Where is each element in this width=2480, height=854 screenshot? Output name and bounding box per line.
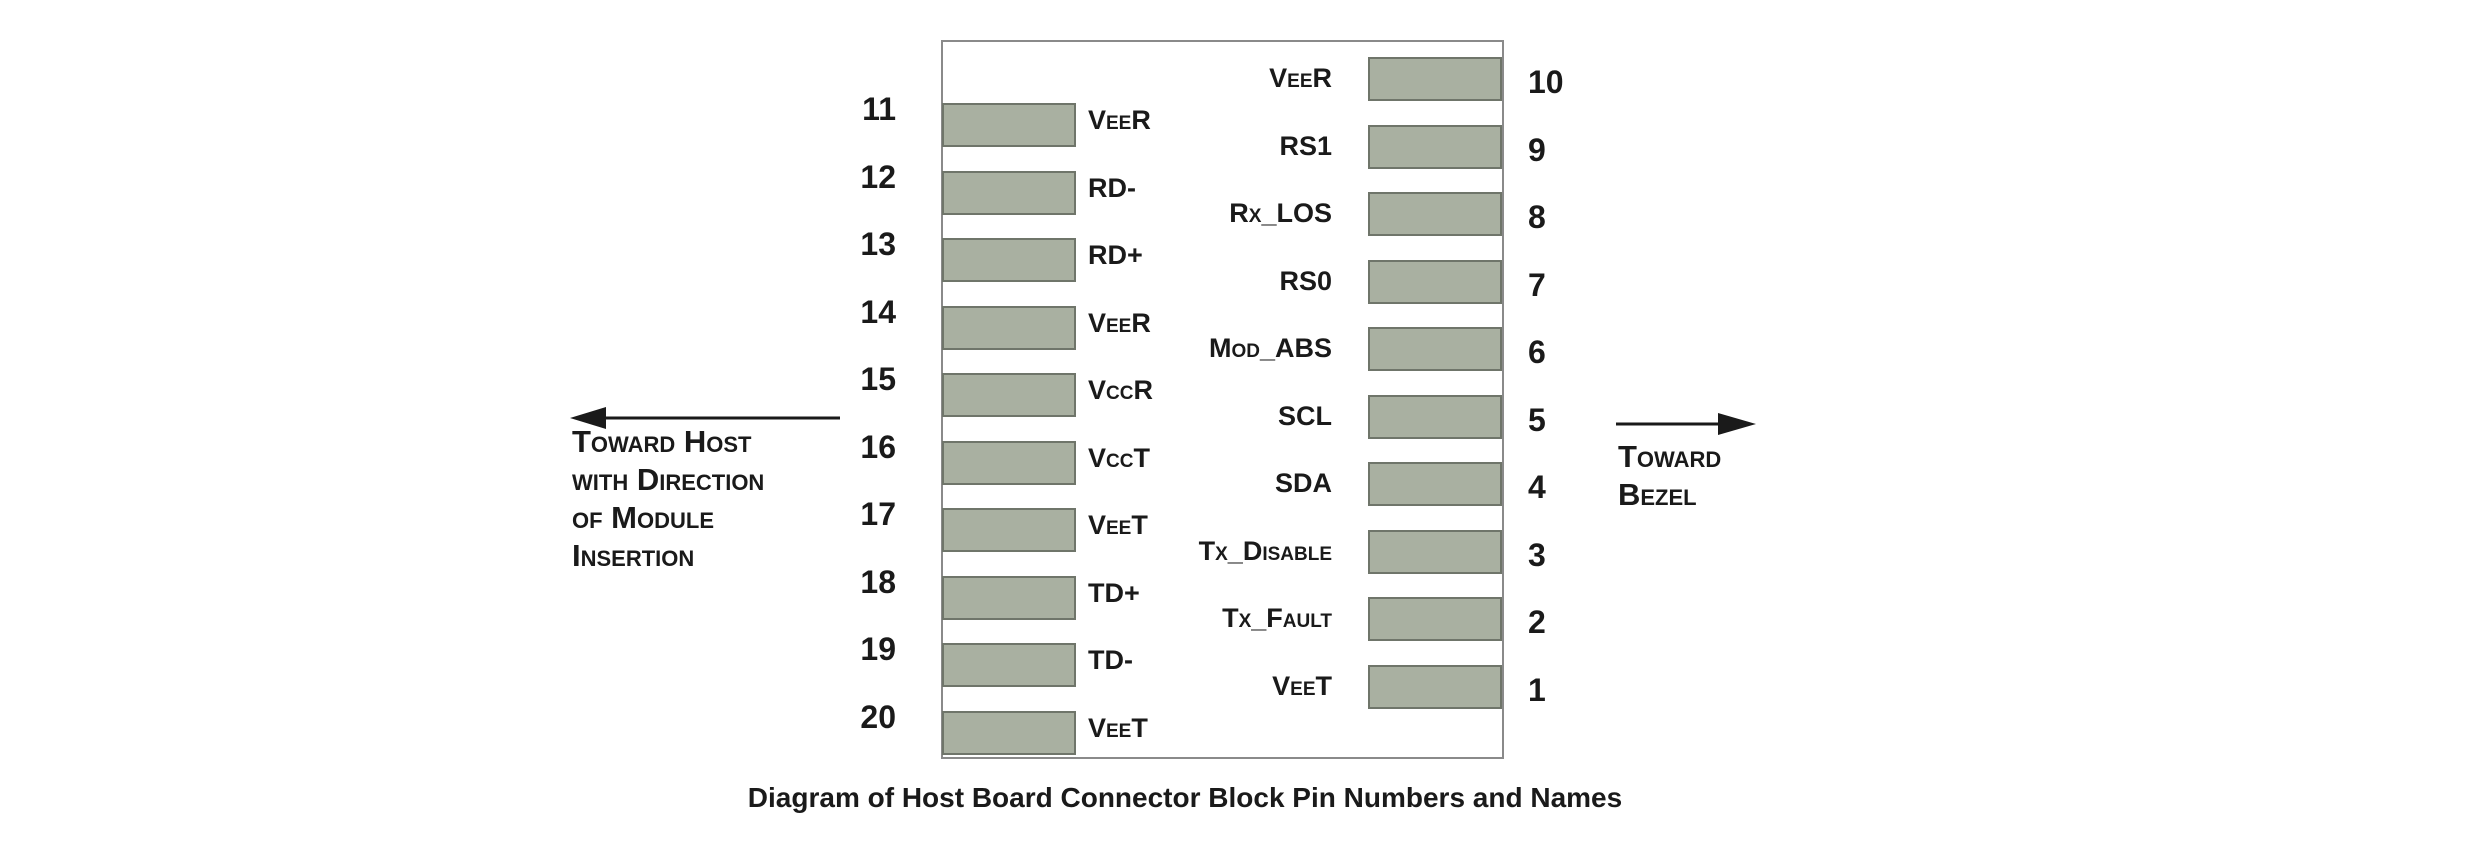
pin-number-16: 16	[860, 428, 896, 465]
pin-name-15: VccR	[1088, 375, 1153, 405]
pin-number-5: 5	[1528, 401, 1546, 438]
toward-bezel-line-2: Bezel	[1618, 477, 1697, 512]
pin-name-13: RD+	[1088, 240, 1143, 270]
pin-pad-3	[1368, 529, 1502, 574]
pin-number-18: 18	[860, 563, 896, 600]
pin-number-13: 13	[860, 226, 896, 262]
pin-pad-14	[942, 305, 1076, 350]
pin-name-20: VeeT	[1088, 712, 1148, 743]
toward-host-label: Toward Host with Direction of Module Ins…	[572, 423, 764, 575]
pin-number-11: 11	[862, 91, 896, 127]
pin-name-17: VeeT	[1088, 510, 1148, 540]
pin-number-10: 10	[1528, 64, 1564, 100]
pin-name-16: VccT	[1088, 442, 1150, 473]
arrow-toward-host	[570, 407, 840, 429]
pin-pad-19	[942, 643, 1076, 687]
pin-number-9: 9	[1528, 131, 1546, 168]
pin-name-7: RS0	[1279, 265, 1332, 296]
pin-name-3: Tx_Disable	[1198, 535, 1332, 566]
pin-number-17: 17	[860, 496, 896, 532]
pin-name-11: VeeR	[1088, 105, 1151, 135]
toward-host-line-4: Insertion	[572, 538, 695, 573]
arrow-toward-bezel	[1616, 413, 1756, 435]
pin-pad-18	[942, 575, 1076, 620]
pin-number-1: 1	[1528, 671, 1546, 708]
pin-name-4: SDA	[1274, 468, 1332, 498]
pin-name-18: TD+	[1088, 577, 1140, 608]
pin-pad-6	[1368, 327, 1502, 371]
pin-name-5: SCL	[1278, 400, 1332, 431]
pin-pad-17	[942, 508, 1076, 552]
pin-number-6: 6	[1528, 334, 1546, 370]
pin-name-14: VeeR	[1088, 307, 1151, 338]
pin-number-4: 4	[1528, 469, 1546, 505]
pin-number-7: 7	[1528, 266, 1546, 303]
pin-number-14: 14	[860, 293, 896, 330]
pin-number-2: 2	[1528, 604, 1546, 640]
pin-number-20: 20	[860, 698, 896, 735]
pin-name-9: RS1	[1279, 130, 1332, 161]
toward-host-line-1: Toward Host	[572, 424, 752, 459]
diagram-caption: Diagram of Host Board Connector Block Pi…	[747, 782, 1623, 813]
toward-host-line-2: with Direction	[572, 462, 765, 497]
pin-pad-12	[942, 170, 1076, 215]
pin-pad-4	[1368, 462, 1502, 506]
pin-name-19: TD-	[1088, 645, 1133, 675]
pin-name-10: VeeR	[1269, 63, 1332, 93]
toward-bezel-label: Toward Bezel	[1618, 438, 1721, 514]
pin-pad-2	[1368, 597, 1502, 641]
toward-bezel-line-1: Toward	[1618, 439, 1722, 474]
toward-host-line-3: of Module	[572, 500, 714, 535]
pin-name-6: Mod_ABS	[1208, 333, 1332, 363]
pin-pad-15	[942, 373, 1076, 417]
pin-pad-13	[942, 238, 1076, 282]
pin-number-19: 19	[860, 631, 896, 667]
pin-name-8: Rx_LOS	[1229, 198, 1332, 228]
pin-pad-16	[942, 440, 1076, 485]
pin-name-1: VeeT	[1272, 670, 1332, 701]
pin-number-12: 12	[860, 158, 896, 195]
pin-number-3: 3	[1528, 536, 1546, 573]
pin-pad-11	[942, 103, 1076, 147]
pin-pad-1	[1368, 664, 1502, 709]
pin-name-2: Tx_Fault	[1222, 603, 1332, 633]
pin-number-15: 15	[860, 361, 896, 397]
pin-number-8: 8	[1528, 199, 1546, 235]
pin-pad-8	[1368, 192, 1502, 236]
pin-name-12: RD-	[1088, 172, 1136, 203]
pin-pad-5	[1368, 394, 1502, 439]
pin-pad-10	[1368, 57, 1502, 101]
pin-pad-20	[942, 710, 1076, 755]
pin-pad-7	[1368, 259, 1502, 304]
pin-pad-9	[1368, 124, 1502, 169]
